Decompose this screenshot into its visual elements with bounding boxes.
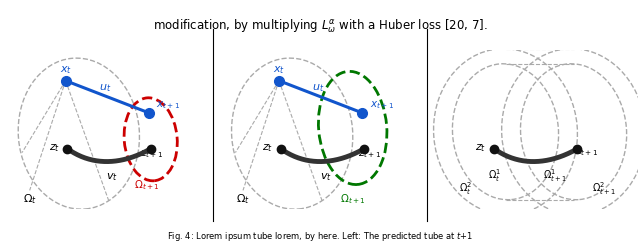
- Text: $u_t$: $u_t$: [99, 82, 111, 94]
- Text: $v_t$: $v_t$: [106, 171, 118, 183]
- Text: $z_t$: $z_t$: [476, 143, 486, 154]
- Text: $\Omega^2_{t+1}$: $\Omega^2_{t+1}$: [592, 181, 616, 197]
- Text: $z_t$: $z_t$: [262, 143, 273, 154]
- Text: $\Omega_t$: $\Omega_t$: [236, 192, 250, 206]
- Text: $v_t$: $v_t$: [319, 171, 332, 183]
- Text: $x_{t+1}$: $x_{t+1}$: [156, 99, 180, 111]
- Text: $z_{t+1}$: $z_{t+1}$: [575, 147, 598, 158]
- Text: $x_t$: $x_t$: [60, 64, 72, 76]
- Text: modification, by multiplying $L^{\alpha}_{\omega}$ with a Huber loss [20, 7].: modification, by multiplying $L^{\alpha}…: [152, 17, 488, 35]
- Text: $z_{t+1}$: $z_{t+1}$: [140, 148, 163, 160]
- Text: $\Omega^1_t$: $\Omega^1_t$: [488, 167, 500, 184]
- Text: $x_t$: $x_t$: [273, 64, 285, 76]
- Text: $u_t$: $u_t$: [312, 82, 325, 94]
- Text: $\Omega_{t+1}$: $\Omega_{t+1}$: [134, 178, 160, 192]
- Text: $z_t$: $z_t$: [49, 143, 60, 154]
- Text: $x_{t+1}$: $x_{t+1}$: [370, 99, 394, 111]
- Text: Fig. 4: Lorem ipsum tube lorem, by here. Left: The predicted tube at $t$+1: Fig. 4: Lorem ipsum tube lorem, by here.…: [167, 230, 473, 243]
- Text: $\Omega_{t+1}$: $\Omega_{t+1}$: [340, 192, 365, 206]
- Text: $\Omega_t$: $\Omega_t$: [23, 192, 36, 206]
- Text: $z_{t+1}$: $z_{t+1}$: [358, 148, 381, 160]
- Text: $\Omega^1_{t+1}$: $\Omega^1_{t+1}$: [543, 167, 567, 184]
- Text: $\Omega^2_t$: $\Omega^2_t$: [460, 181, 472, 197]
